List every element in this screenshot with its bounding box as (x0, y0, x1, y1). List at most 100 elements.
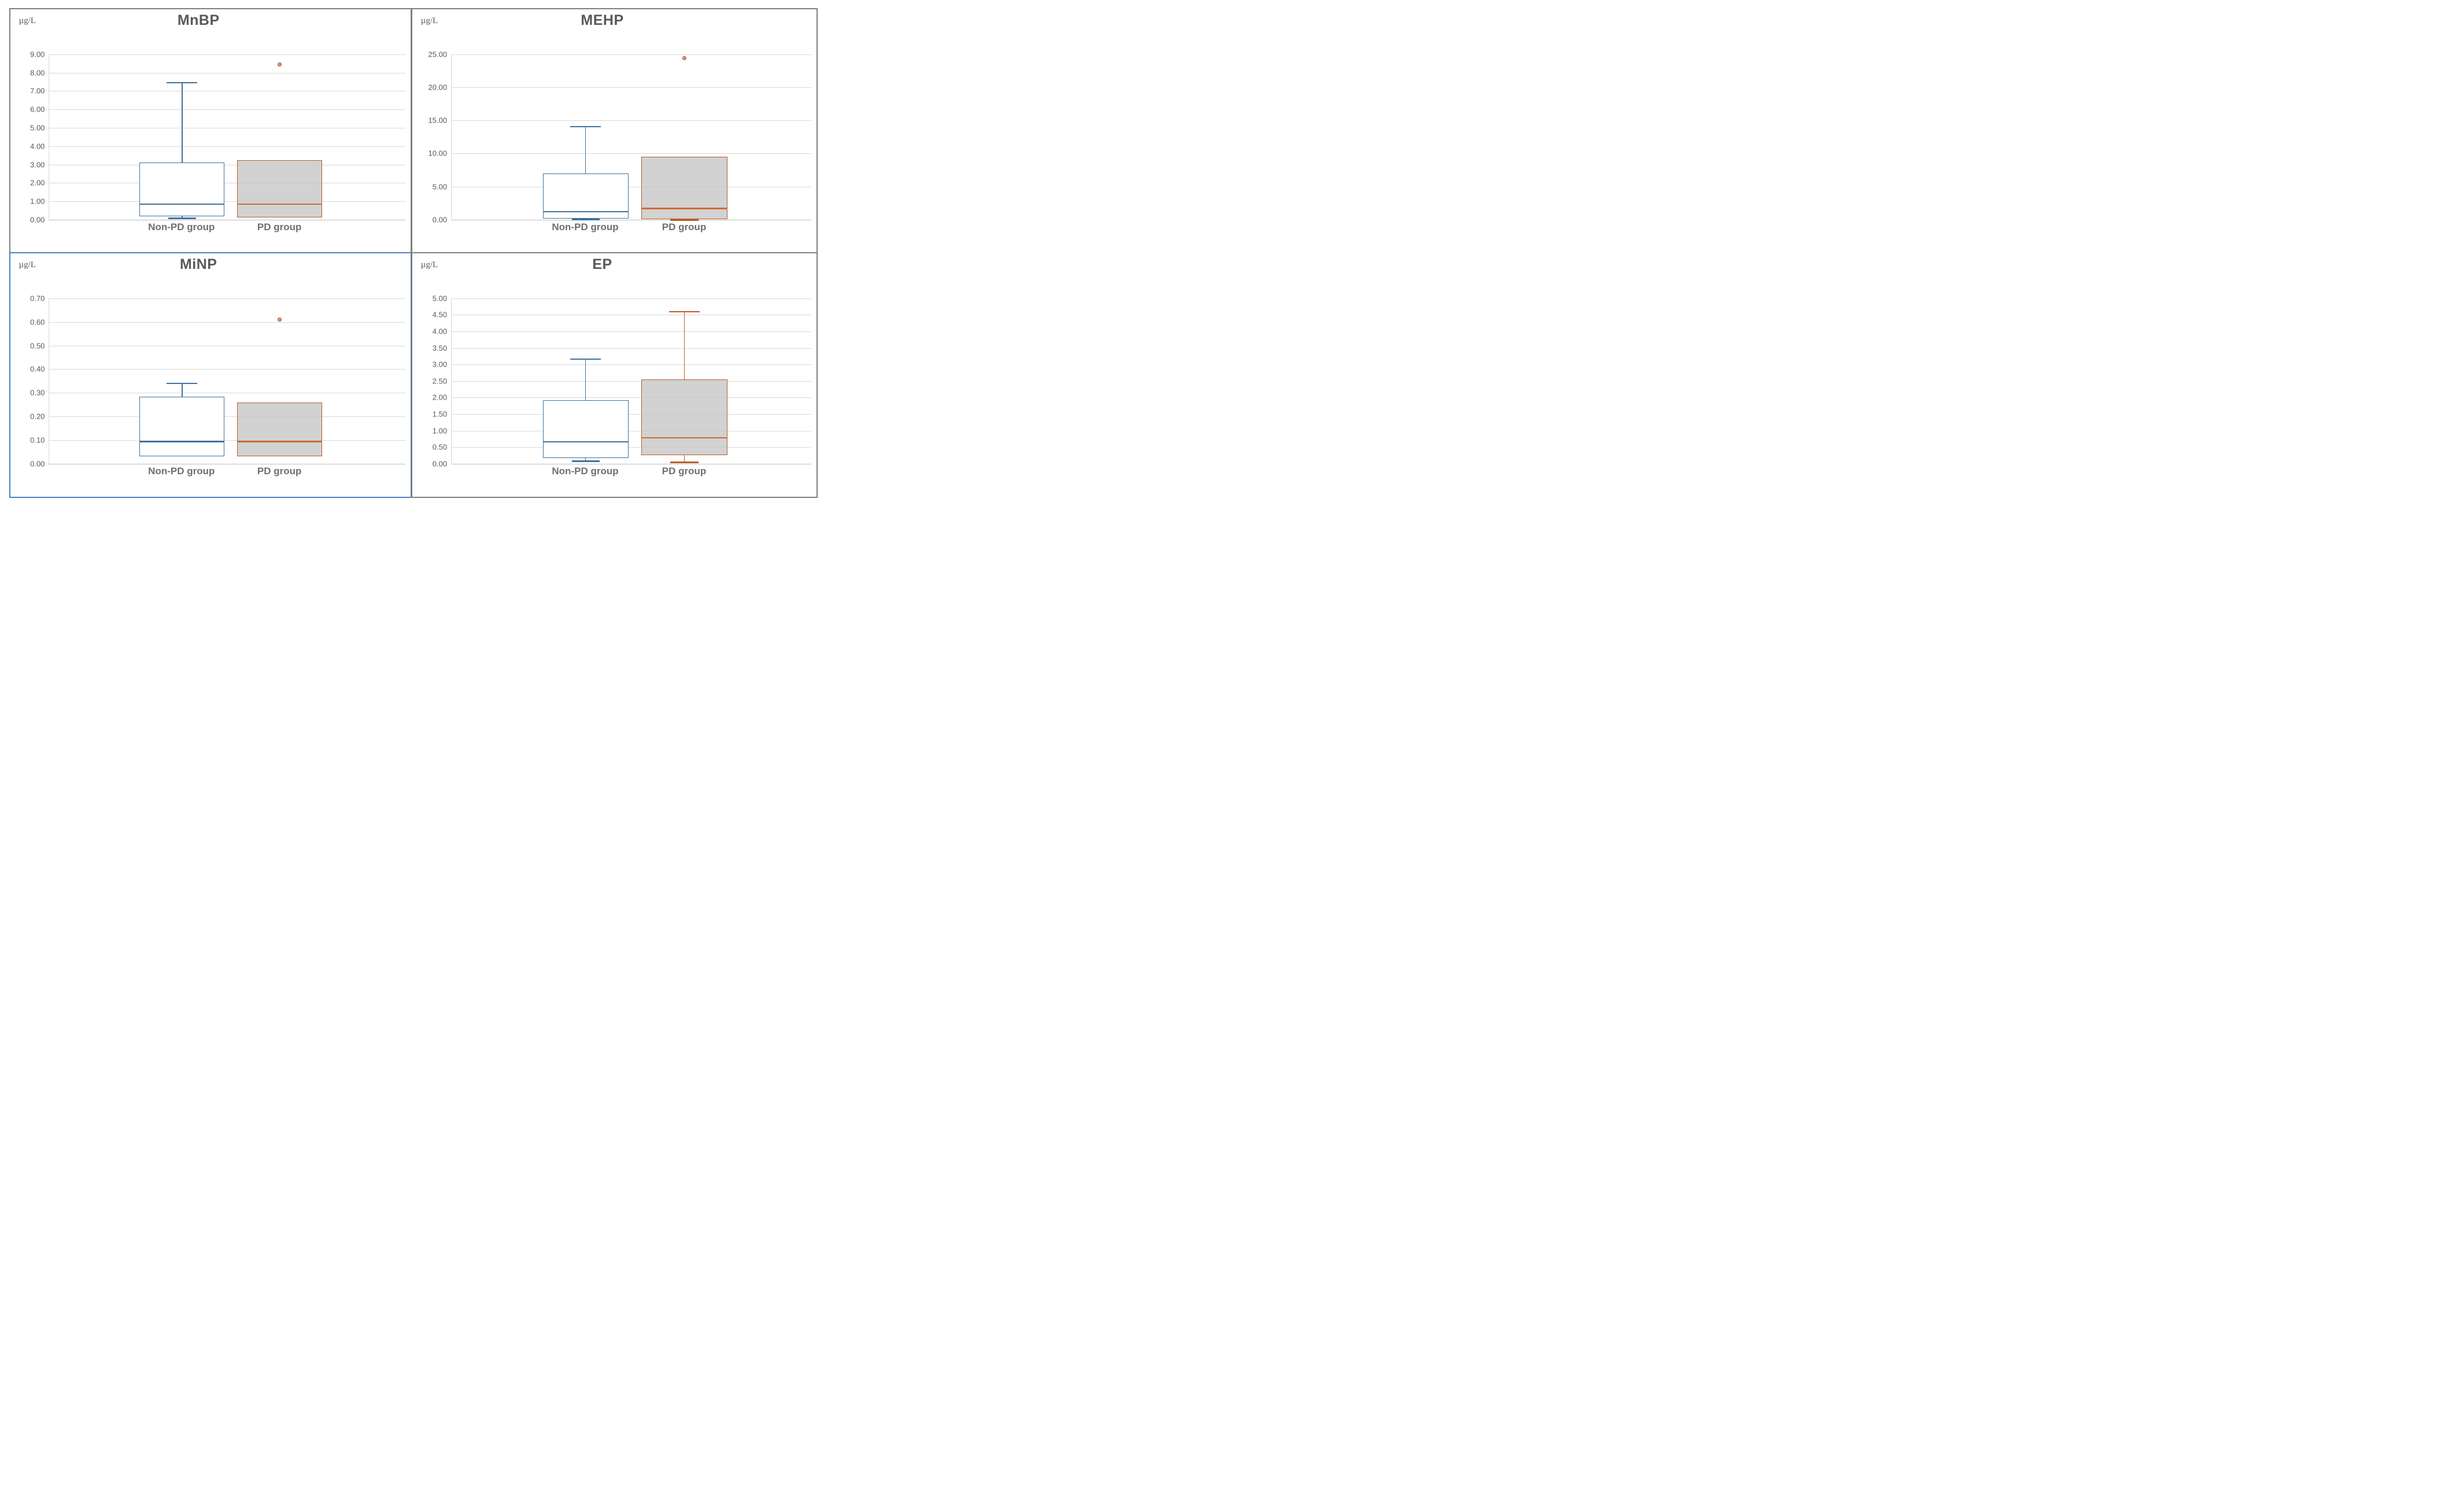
y-axis-unit-label: µg/L (420, 16, 438, 25)
y-tick-label: 0.70 (30, 294, 45, 303)
y-tick-label: 2.00 (30, 178, 45, 187)
gridline (452, 331, 811, 333)
outlier-point (682, 56, 686, 61)
gridline (452, 447, 811, 448)
chart-panel-mnbp[interactable]: µg/L MnBP 0.00 1.00 2.00 3.00 4.00 5.00 6.00 7.… (9, 8, 412, 253)
y-tick-label: 20.00 (428, 83, 448, 92)
whisker-cap (167, 82, 198, 84)
y-tick-label: 6.00 (30, 105, 45, 114)
gridline (452, 54, 811, 55)
whisker-cap (668, 311, 700, 312)
whisker-cap (168, 217, 196, 220)
gridline (49, 146, 405, 147)
whisker-cap (670, 462, 699, 463)
plot-area: 0.00 0.10 0.20 0.30 0.40 0.50 0.60 0.70 (30, 294, 405, 468)
gridline (49, 322, 405, 323)
gridline (49, 440, 405, 441)
box-iqr (641, 379, 727, 455)
plot-area: 0.00 1.00 2.00 3.00 4.00 5.00 6.00 7.00 8.00 9.00 (30, 50, 405, 224)
y-tick-label: 10.00 (428, 149, 448, 158)
median-line (542, 441, 629, 443)
whisker-cap (670, 219, 699, 221)
y-tick-label: 0.10 (30, 435, 45, 445)
box-iqr (139, 163, 225, 217)
y-tick-label: 1.00 (432, 426, 448, 435)
boxplot-dashboard: µg/L MnBP 0.00 1.00 2.00 3.00 4.00 5.00 6.00 7.… (0, 0, 821, 503)
y-tick-label: 0.00 (432, 459, 448, 468)
whisker-line (684, 455, 685, 462)
gridline (452, 87, 811, 88)
y-tick-label: 0.50 (30, 341, 45, 350)
gridline (49, 54, 405, 55)
y-tick-label: 25.00 (428, 50, 448, 59)
median-line (237, 203, 323, 205)
category-label-nonpd: Non-PD group (148, 221, 215, 232)
y-tick-label: 15.00 (428, 116, 448, 125)
chart-panel-minp-selected[interactable]: µg/L MiNP 0.00 0.10 0.20 0.30 0.40 0.50 0.60 0.… (9, 252, 412, 498)
chart-panel-ep[interactable]: µg/L EP 0.00 0.50 1.00 1.50 2.00 2.50 3.00 3.50… (411, 252, 818, 498)
whisker-cap (570, 359, 601, 360)
y-tick-label: 5.00 (30, 123, 45, 132)
median-line (641, 208, 727, 209)
y-tick-label: 0.30 (30, 388, 45, 397)
gridline (49, 201, 405, 202)
gridline (452, 364, 811, 365)
box-iqr (641, 157, 727, 219)
gridline (452, 348, 811, 349)
y-tick-label: 5.00 (432, 294, 448, 303)
category-label-pd: PD group (662, 465, 707, 477)
y-tick-label: 3.00 (432, 360, 448, 369)
median-line (237, 441, 323, 442)
box-iqr (237, 402, 323, 457)
box-iqr (542, 400, 629, 459)
y-tick-label: 4.00 (432, 327, 448, 336)
y-tick-label: 0.50 (432, 442, 448, 452)
gridline (49, 109, 405, 110)
y-tick-label: 9.00 (30, 50, 45, 59)
gridline (49, 298, 405, 299)
y-axis-unit-label: µg/L (19, 260, 36, 269)
y-tick-label: 0.40 (30, 364, 45, 374)
plot-area: 0.00 0.50 1.00 1.50 2.00 2.50 3.00 3.50 4.00 4.50… (433, 294, 811, 468)
chart-panel-mehp[interactable]: µg/L MEHP 0.00 5.00 10.00 15.00 20.00 25.00 N… (411, 8, 818, 253)
chart-title: MnBP (177, 12, 220, 29)
box-iqr (237, 160, 323, 218)
chart-title: MiNP (179, 256, 217, 273)
whisker-cap (571, 219, 600, 221)
y-tick-label: 3.50 (432, 344, 448, 353)
median-line (641, 437, 727, 438)
outlier-point (278, 317, 282, 322)
gridline (49, 416, 405, 418)
category-label-pd: PD group (257, 221, 302, 232)
gridline (452, 397, 811, 398)
plot-area: 0.00 5.00 10.00 15.00 20.00 25.00 (428, 50, 811, 224)
whisker-line (585, 359, 586, 401)
whisker-line (684, 311, 685, 379)
median-line (139, 441, 225, 442)
gridline (452, 381, 811, 382)
gridline (452, 414, 811, 415)
y-axis-unit-label: µg/L (420, 260, 438, 269)
category-label-nonpd: Non-PD group (552, 465, 619, 477)
median-line (542, 211, 629, 212)
y-tick-label: 0.00 (30, 459, 45, 468)
y-axis-unit-label: µg/L (19, 16, 36, 25)
whisker-cap (571, 460, 600, 463)
chart-title: MEHP (581, 12, 624, 29)
y-tick-label: 4.50 (432, 310, 448, 319)
gridline (452, 153, 811, 154)
whisker-line (182, 216, 183, 219)
y-tick-label: 0.20 (30, 412, 45, 421)
category-label-pd: PD group (662, 221, 707, 232)
y-tick-label: 7.00 (30, 86, 45, 95)
y-tick-label: 0.00 (432, 215, 448, 224)
whisker-line (585, 458, 586, 462)
category-label-nonpd: Non-PD group (552, 221, 619, 232)
y-tick-label: 2.00 (432, 393, 448, 402)
y-tick-label: 0.00 (30, 215, 45, 224)
whisker-line (182, 383, 183, 397)
whisker-line (585, 126, 586, 173)
y-tick-label: 8.00 (30, 68, 45, 77)
whisker-line (182, 83, 183, 163)
whisker-cap (570, 125, 601, 127)
